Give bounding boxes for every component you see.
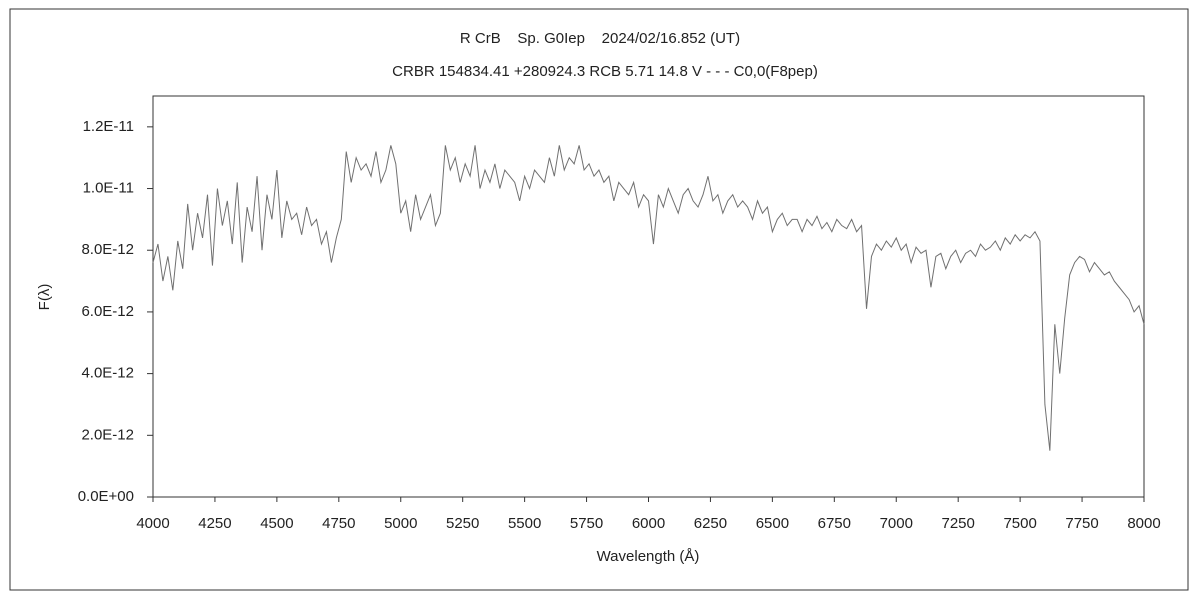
x-tick-label: 7500 — [1003, 515, 1036, 532]
y-tick-label: 8.0E-12 — [81, 241, 134, 258]
chart-subtitle: CRBR 154834.41 +280924.3 RCB 5.71 14.8 V… — [392, 63, 818, 80]
x-tick-label: 6250 — [694, 515, 727, 532]
x-tick-label: 7750 — [1065, 515, 1098, 532]
x-tick-label: 5500 — [508, 515, 541, 532]
x-tick-label: 4500 — [260, 515, 293, 532]
y-tick-label: 1.2E-11 — [83, 118, 134, 135]
x-tick-label: 5750 — [570, 515, 603, 532]
x-tick-label: 4250 — [198, 515, 231, 532]
y-tick-label: 2.0E-12 — [81, 426, 134, 443]
x-tick-label: 8000 — [1127, 515, 1160, 532]
x-tick-label: 4000 — [136, 515, 169, 532]
x-tick-label: 6500 — [756, 515, 789, 532]
y-tick-label: 4.0E-12 — [81, 365, 134, 382]
x-tick-label: 4750 — [322, 515, 355, 532]
y-tick-label: 0.0E+00 — [78, 488, 134, 505]
x-tick-label: 6000 — [632, 515, 665, 532]
x-tick-label: 5250 — [446, 515, 479, 532]
y-axis-label: F(λ) — [36, 284, 53, 311]
x-tick-label: 6750 — [818, 515, 851, 532]
x-tick-label: 7250 — [942, 515, 975, 532]
chart-title: R CrB Sp. G0Iep 2024/02/16.852 (UT) — [460, 30, 740, 47]
y-tick-label: 6.0E-12 — [81, 303, 134, 320]
x-tick-label: 5000 — [384, 515, 417, 532]
spectrum-line — [152, 145, 1145, 451]
x-axis-label: Wavelength (Å) — [597, 548, 700, 565]
x-tick-label: 7000 — [880, 515, 913, 532]
chart-frame — [9, 8, 1189, 591]
y-tick-label: 1.0E-11 — [83, 180, 134, 197]
